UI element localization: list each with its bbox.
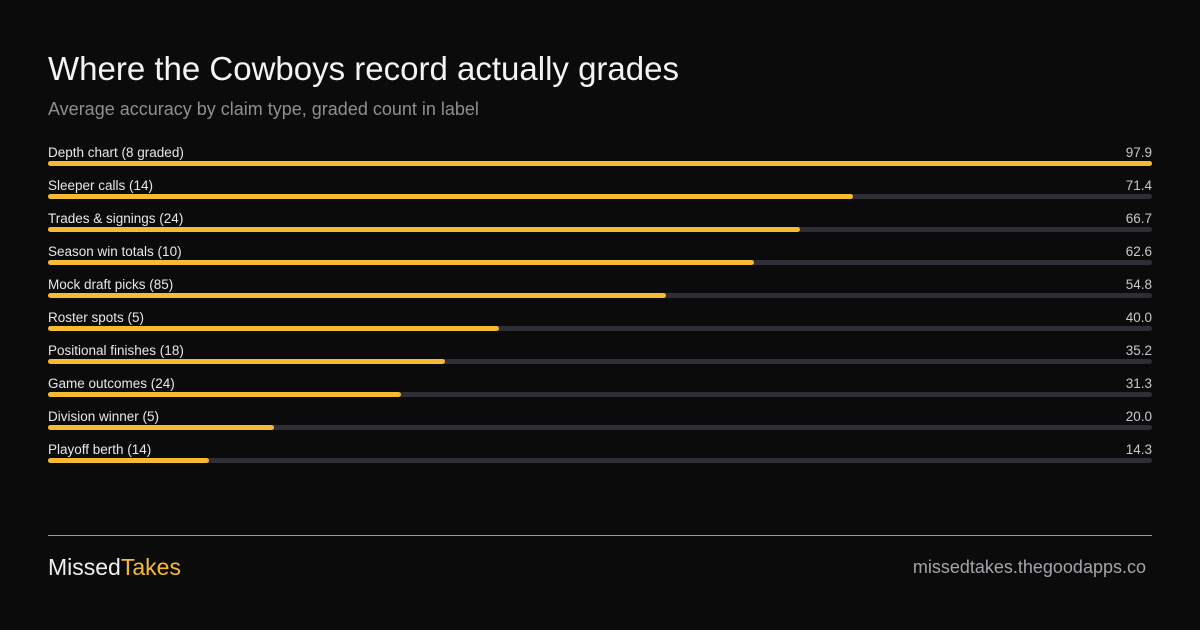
value-label: 31.3	[1125, 376, 1152, 391]
bar	[48, 326, 500, 331]
chart-title: Where the Cowboys record actually grades	[48, 50, 679, 87]
brand-first: Missed	[48, 554, 121, 580]
brand: MissedTakes	[48, 554, 181, 581]
bar-row: Season win totals (10) 62.6	[48, 244, 1152, 274]
bar-track	[48, 326, 1152, 331]
footer-rule	[48, 535, 1152, 536]
value-label: 66.7	[1125, 211, 1152, 226]
value-label: 97.9	[1125, 145, 1152, 160]
bar-track	[48, 458, 1152, 463]
bar	[48, 392, 401, 397]
bar-label: Positional finishes (18)	[48, 343, 184, 358]
bar-row: Positional finishes (18) 35.2	[48, 343, 1152, 373]
brand-second: Takes	[120, 554, 181, 580]
chart-subtitle: Average accuracy by claim type, graded c…	[48, 99, 479, 119]
bar-label: Sleeper calls (14)	[48, 178, 154, 193]
bar-row: Trades & signings (24) 66.7	[48, 211, 1152, 241]
bar-track	[48, 161, 1152, 166]
bar-track	[48, 227, 1152, 232]
bar-label: Season win totals (10)	[48, 244, 182, 259]
value-label: 40.0	[1125, 310, 1152, 325]
bar	[48, 260, 754, 265]
bar	[48, 458, 210, 463]
bar-label: Depth chart (8 graded)	[48, 145, 184, 160]
bar-label: Trades & signings (24)	[48, 211, 184, 226]
bar	[48, 227, 801, 232]
value-label: 71.4	[1125, 178, 1152, 193]
bar-label: Division winner (5)	[48, 409, 160, 424]
bar-label: Mock draft picks (85)	[48, 277, 174, 292]
bar-track	[48, 194, 1152, 199]
bar	[48, 359, 445, 364]
footer-url: missedtakes.thegoodapps.co	[912, 557, 1146, 577]
bar-label: Game outcomes (24)	[48, 376, 175, 391]
bar-track	[48, 359, 1152, 364]
bar-row: Sleeper calls (14) 71.4	[48, 178, 1152, 208]
bar	[48, 194, 854, 199]
value-label: 54.8	[1125, 277, 1152, 292]
bar	[48, 293, 666, 298]
bar-label: Roster spots (5)	[48, 310, 145, 325]
bar-row: Mock draft picks (85) 54.8	[48, 277, 1152, 307]
bar-row: Depth chart (8 graded) 97.9	[48, 145, 1152, 175]
bar-label: Playoff berth (14)	[48, 442, 152, 457]
bar-track	[48, 293, 1152, 298]
bar-track	[48, 260, 1152, 265]
bar	[48, 161, 1152, 166]
bar-row: Division winner (5) 20.0	[48, 409, 1152, 439]
value-label: 62.6	[1125, 244, 1152, 259]
bar-row: Roster spots (5) 40.0	[48, 310, 1152, 340]
value-label: 35.2	[1125, 343, 1152, 358]
bar-track	[48, 392, 1152, 397]
value-label: 20.0	[1125, 409, 1152, 424]
bar-track	[48, 425, 1152, 430]
bar-row: Playoff berth (14) 14.3	[48, 442, 1152, 472]
bar-row: Game outcomes (24) 31.3	[48, 376, 1152, 406]
bar	[48, 425, 274, 430]
value-label: 14.3	[1125, 442, 1152, 457]
